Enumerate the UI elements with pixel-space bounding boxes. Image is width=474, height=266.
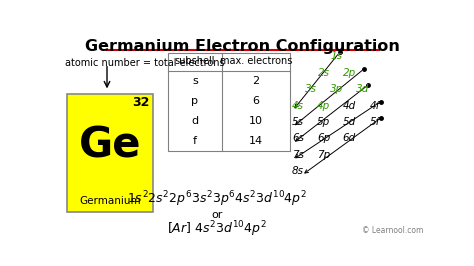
Text: 32: 32 — [133, 97, 150, 109]
Text: 6p: 6p — [317, 134, 330, 143]
Text: 1s: 1s — [330, 52, 343, 61]
Text: 2s: 2s — [318, 68, 330, 78]
Text: subshell: subshell — [174, 56, 215, 66]
Text: 10: 10 — [249, 116, 263, 126]
Bar — [66, 94, 153, 212]
Text: Germanium: Germanium — [79, 196, 141, 206]
Text: 8s: 8s — [292, 166, 304, 176]
Text: 2p: 2p — [343, 68, 356, 78]
Text: 4f: 4f — [370, 101, 380, 111]
Text: 5d: 5d — [343, 117, 356, 127]
Text: or: or — [211, 210, 223, 220]
Text: 2: 2 — [252, 76, 260, 86]
Text: atomic number = total electrons: atomic number = total electrons — [65, 57, 224, 68]
Text: 6: 6 — [253, 96, 259, 106]
Text: f: f — [193, 136, 197, 146]
Text: 5f: 5f — [370, 117, 380, 127]
Text: 5p: 5p — [317, 117, 330, 127]
Text: $[Ar]\ 4s^23d^{10}4p^2$: $[Ar]\ 4s^23d^{10}4p^2$ — [167, 220, 267, 239]
Text: 6s: 6s — [292, 134, 304, 143]
Text: 7s: 7s — [292, 150, 304, 160]
Text: 3s: 3s — [305, 84, 317, 94]
Text: 4s: 4s — [292, 101, 304, 111]
Text: d: d — [191, 116, 198, 126]
Bar — [168, 53, 290, 151]
Text: 3p: 3p — [330, 84, 343, 94]
Text: p: p — [191, 96, 198, 106]
Text: max. electrons: max. electrons — [220, 56, 292, 66]
Text: Germanium Electron Configuration: Germanium Electron Configuration — [85, 39, 401, 54]
Text: s: s — [192, 76, 198, 86]
Text: 6d: 6d — [343, 134, 356, 143]
Text: 4d: 4d — [343, 101, 356, 111]
Text: 3d: 3d — [356, 84, 369, 94]
Text: Ge: Ge — [79, 124, 141, 166]
Text: $1s^22s^22p^63s^23p^64s^23d^{10}4p^2$: $1s^22s^22p^63s^23p^64s^23d^{10}4p^2$ — [127, 189, 307, 209]
Text: 14: 14 — [249, 136, 263, 146]
Text: 4p: 4p — [317, 101, 330, 111]
Text: © Learnool.com: © Learnool.com — [362, 226, 423, 235]
Text: 5s: 5s — [292, 117, 304, 127]
Text: 7p: 7p — [317, 150, 330, 160]
